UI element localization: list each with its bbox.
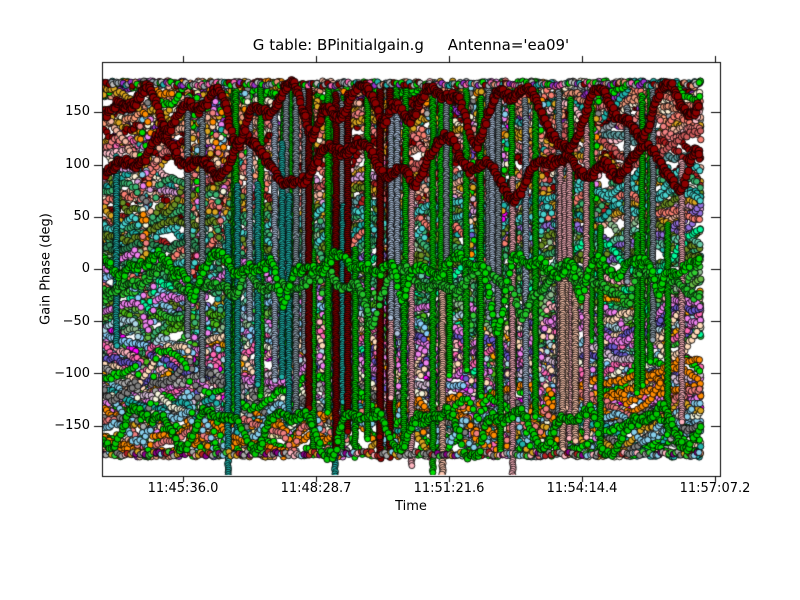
x-tick-label: 11:54:14.4 [546, 481, 618, 496]
y-tick-label: 100 [65, 157, 90, 172]
y-tick-label: 50 [73, 209, 90, 224]
y-tick-label: −100 [54, 366, 90, 381]
y-tick-label: −150 [54, 418, 90, 433]
x-tick-label: 11:45:36.0 [147, 481, 219, 496]
x-tick-label: 11:51:21.6 [413, 481, 485, 496]
plot-title: G table: BPinitialgain.g Antenna='ea09' [252, 36, 570, 54]
x-axis-label: Time [395, 499, 427, 514]
x-tick-label: 11:48:28.7 [280, 481, 352, 496]
y-tick-label: −50 [62, 314, 90, 329]
y-tick-label: 0 [81, 261, 90, 276]
x-tick-label: 11:57:07.2 [679, 481, 751, 496]
y-tick-label: 150 [65, 104, 90, 119]
